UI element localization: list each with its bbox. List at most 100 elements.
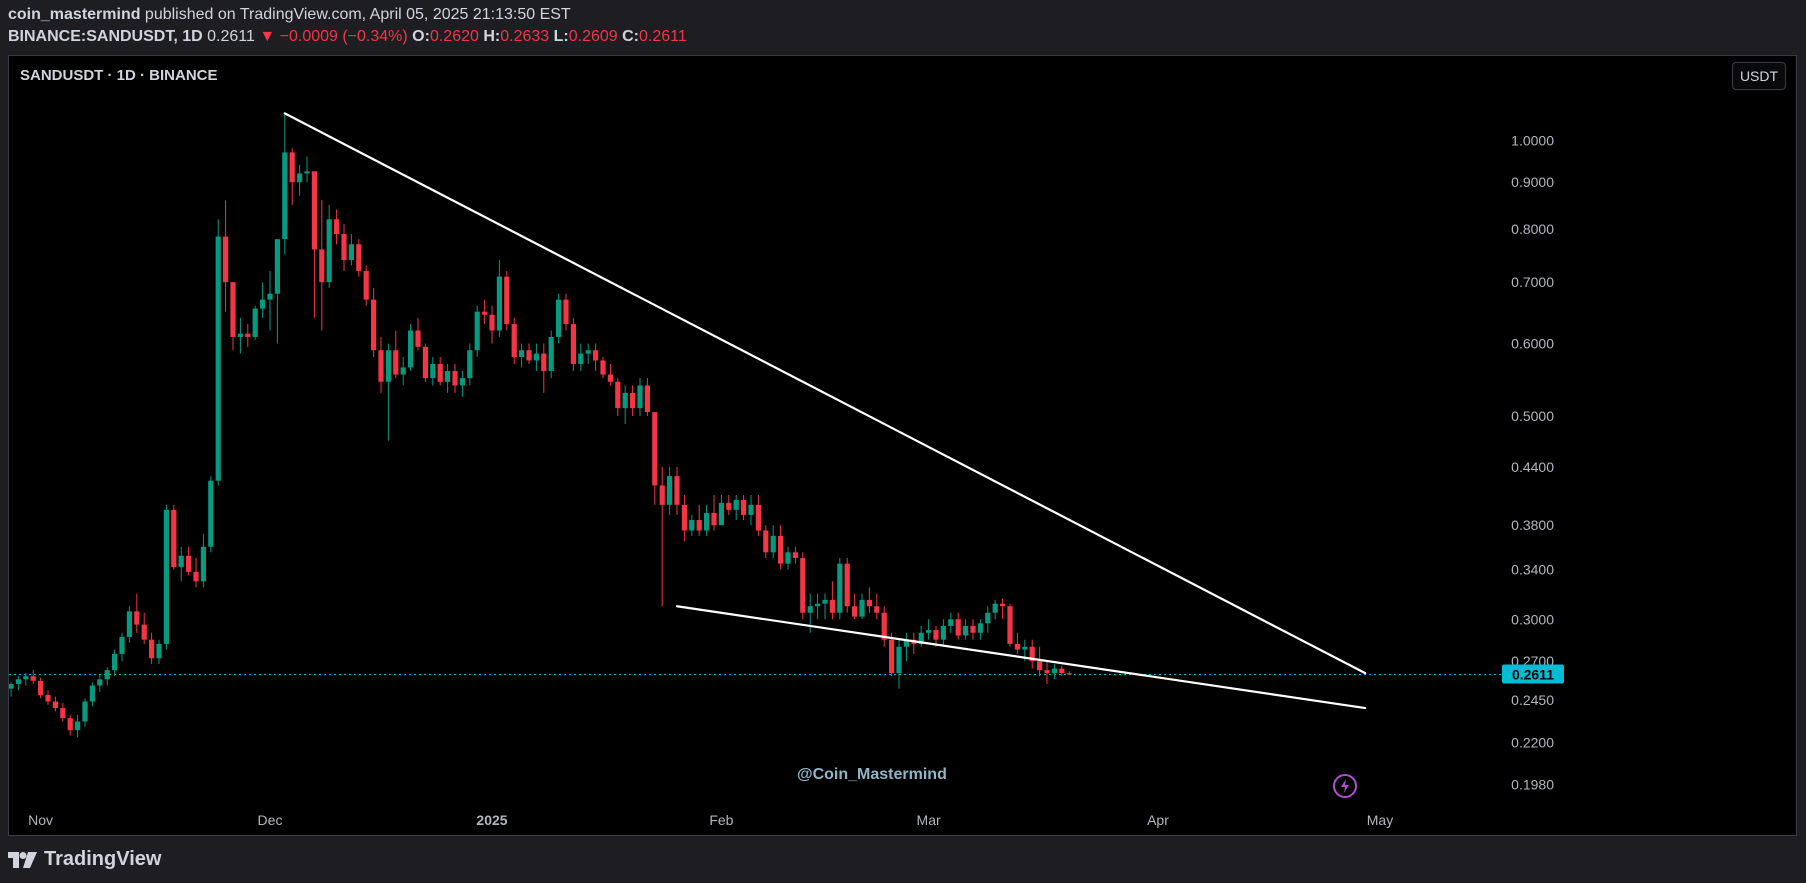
candle[interactable] xyxy=(992,599,998,620)
candle[interactable] xyxy=(1059,665,1065,677)
candle[interactable] xyxy=(637,378,643,417)
candle[interactable] xyxy=(1051,664,1057,680)
candle[interactable] xyxy=(193,557,199,588)
candle[interactable] xyxy=(1066,671,1072,675)
candle[interactable] xyxy=(622,385,628,425)
candle[interactable] xyxy=(859,593,865,620)
candle[interactable] xyxy=(297,164,303,196)
candle[interactable] xyxy=(1014,632,1020,654)
candle[interactable] xyxy=(75,714,81,738)
candle[interactable] xyxy=(400,357,406,386)
candle[interactable] xyxy=(267,270,273,331)
candle[interactable] xyxy=(844,557,850,613)
candle[interactable] xyxy=(459,370,465,397)
candle[interactable] xyxy=(89,682,95,707)
candle[interactable] xyxy=(866,587,872,613)
candle[interactable] xyxy=(578,343,584,371)
candle[interactable] xyxy=(208,476,214,553)
candle[interactable] xyxy=(119,632,125,662)
candle[interactable] xyxy=(548,330,554,379)
lightning-icon[interactable] xyxy=(1333,774,1357,798)
candle[interactable] xyxy=(171,504,177,570)
candle[interactable] xyxy=(593,343,599,371)
candle[interactable] xyxy=(1044,661,1050,684)
candle[interactable] xyxy=(385,343,391,441)
candle[interactable] xyxy=(334,209,340,245)
candle[interactable] xyxy=(1037,646,1043,677)
candle[interactable] xyxy=(733,495,739,521)
candle[interactable] xyxy=(644,378,650,417)
candle[interactable] xyxy=(304,156,310,183)
candle[interactable] xyxy=(23,673,29,686)
candle[interactable] xyxy=(311,171,317,318)
candle[interactable] xyxy=(1029,639,1035,669)
candle[interactable] xyxy=(186,546,192,576)
candle[interactable] xyxy=(533,343,539,371)
candle[interactable] xyxy=(763,525,769,558)
candle[interactable] xyxy=(726,495,732,515)
candle[interactable] xyxy=(282,113,288,255)
candle[interactable] xyxy=(445,363,451,393)
candle[interactable] xyxy=(940,619,946,647)
candle[interactable] xyxy=(600,357,606,379)
candle[interactable] xyxy=(67,714,73,736)
candle[interactable] xyxy=(415,317,421,351)
candle[interactable] xyxy=(60,703,66,722)
candle[interactable] xyxy=(785,546,791,570)
candle[interactable] xyxy=(104,667,110,686)
candle[interactable] xyxy=(378,336,384,393)
candle[interactable] xyxy=(822,593,828,620)
candle[interactable] xyxy=(800,552,806,620)
candle[interactable] xyxy=(348,234,354,266)
candle[interactable] xyxy=(200,533,206,588)
candle[interactable] xyxy=(252,305,258,341)
candle[interactable] xyxy=(903,632,909,662)
candle[interactable] xyxy=(260,282,266,318)
candle[interactable] xyxy=(230,282,236,351)
candle[interactable] xyxy=(681,495,687,542)
candle[interactable] xyxy=(896,639,902,689)
candle[interactable] xyxy=(437,357,443,386)
candle[interactable] xyxy=(341,224,347,271)
candle[interactable] xyxy=(467,343,473,386)
candle[interactable] xyxy=(718,495,724,526)
candle[interactable] xyxy=(963,619,969,640)
tradingview-logo[interactable]: TradingView xyxy=(8,848,161,871)
candle[interactable] xyxy=(82,698,88,727)
candle[interactable] xyxy=(126,606,132,643)
candle[interactable] xyxy=(652,412,658,505)
candle[interactable] xyxy=(237,317,243,354)
candle[interactable] xyxy=(149,632,155,665)
candle[interactable] xyxy=(748,495,754,526)
currency-button[interactable]: USDT xyxy=(1732,62,1786,90)
candle[interactable] xyxy=(289,148,295,205)
chart-frame[interactable]: 1.0000 0.9000 0.8000 0.7000 0.6000 0.5000 0.44… xyxy=(8,55,1797,836)
candle[interactable] xyxy=(274,239,280,344)
author-name[interactable]: coin_mastermind xyxy=(8,6,141,23)
candle[interactable] xyxy=(408,324,414,371)
candle[interactable] xyxy=(178,546,184,582)
candle[interactable] xyxy=(38,677,44,699)
candle[interactable] xyxy=(889,632,895,677)
candle[interactable] xyxy=(511,317,517,364)
candle[interactable] xyxy=(1000,598,1006,620)
candle[interactable] xyxy=(30,670,36,684)
candle[interactable] xyxy=(474,305,480,358)
candle[interactable] xyxy=(9,682,14,697)
candle[interactable] xyxy=(874,593,880,620)
candle[interactable] xyxy=(245,324,251,347)
candle[interactable] xyxy=(689,514,695,536)
candle[interactable] xyxy=(1007,603,1013,647)
candle[interactable] xyxy=(926,619,932,640)
candle[interactable] xyxy=(422,343,428,382)
candle[interactable] xyxy=(955,612,961,640)
candle[interactable] xyxy=(829,581,835,620)
candle[interactable] xyxy=(504,270,510,331)
candle[interactable] xyxy=(430,357,436,386)
candle[interactable] xyxy=(489,305,495,344)
candle[interactable] xyxy=(393,330,399,379)
candle[interactable] xyxy=(496,260,502,337)
candle[interactable] xyxy=(985,606,991,633)
candle[interactable] xyxy=(770,525,776,558)
candle[interactable] xyxy=(977,619,983,640)
